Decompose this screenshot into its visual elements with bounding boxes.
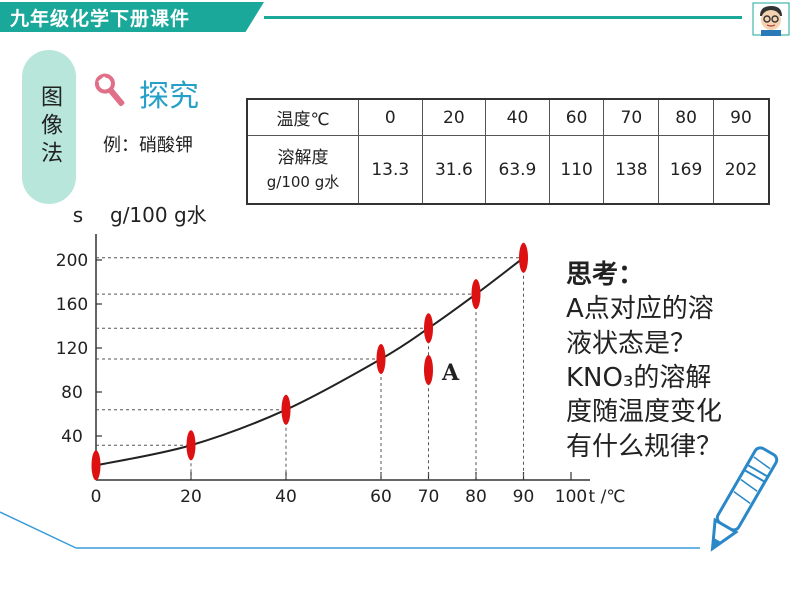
- think-box: 思考： A点对应的溶 液状态是？ KNO₃的溶解 度随温度变化 有什么规律？: [566, 258, 722, 464]
- pencil-icon: [710, 446, 779, 552]
- table-cell: 110: [548, 135, 605, 205]
- data-point: [424, 313, 433, 344]
- table-cell: 90: [712, 98, 770, 137]
- think-question-b-line2: 度随温度变化: [566, 397, 723, 428]
- example-label: 例：硝酸钾: [103, 135, 193, 156]
- method-label: 图像法: [37, 85, 62, 169]
- table-cell: 169: [658, 135, 714, 205]
- solubility-table: 温度℃ 0 20 40 60 70 80 90 溶解度 g/100 g水 13.…: [246, 98, 770, 205]
- row-header-temperature: 温度℃: [246, 98, 359, 137]
- wrench-icon: [94, 73, 125, 107]
- solubility-label: 溶解度: [277, 147, 329, 168]
- row-header-solubility: 溶解度 g/100 g水: [246, 135, 359, 205]
- table-cell: 40: [485, 98, 550, 137]
- table-cell: 31.6: [421, 135, 487, 205]
- think-title: 思考：: [566, 260, 645, 290]
- y-axis-symbol: s: [73, 203, 83, 227]
- y-tick-label: 120: [56, 339, 88, 359]
- think-question-b-line3: 有什么规律？: [566, 431, 723, 462]
- course-title: 九年级化学下册课件: [10, 8, 191, 30]
- data-point: [91, 450, 101, 481]
- think-question-b-line1: KNO₃的溶解: [566, 362, 712, 393]
- table-cell: 138: [603, 135, 660, 205]
- think-question-a-line1: A点对应的溶: [566, 294, 714, 325]
- x-axis-label: t /℃: [589, 487, 626, 507]
- table-cell: 202: [712, 135, 770, 205]
- x-tick-label: 60: [370, 487, 392, 507]
- table-cell: 13.3: [358, 135, 423, 205]
- y-tick-label: 160: [56, 295, 88, 315]
- x-tick-label: 0: [91, 487, 102, 507]
- data-point: [186, 430, 196, 461]
- table-cell: 63.9: [485, 135, 550, 205]
- y-tick-label: 40: [61, 427, 83, 447]
- header-bar: 九年级化学下册课件: [0, 0, 794, 36]
- solubility-unit: g/100 g水: [266, 172, 340, 191]
- y-tick-label: 200: [56, 251, 88, 271]
- title-banner: [0, 2, 264, 32]
- think-question-a-line2: 液状态是？: [566, 328, 697, 359]
- data-point: [471, 279, 481, 310]
- x-tick-label: 90: [513, 487, 535, 507]
- x-tick-label: 80: [465, 487, 487, 507]
- y-tick-label: 80: [61, 383, 83, 403]
- header-divider: [264, 16, 742, 19]
- table-cell: 70: [603, 98, 660, 137]
- teacher-avatar-icon: [752, 2, 790, 36]
- data-point: [376, 344, 386, 374]
- y-axis-unit: g/100 g水: [110, 203, 207, 227]
- decor-line: [0, 511, 77, 549]
- data-point: [281, 394, 291, 425]
- method-label-pill: 图像法: [22, 50, 76, 204]
- table-cell: 80: [658, 98, 714, 137]
- point-a-label: A: [441, 360, 460, 386]
- point-a-marker: [424, 355, 433, 385]
- x-tick-label: 70: [418, 487, 440, 507]
- x-tick-label: 20: [180, 487, 202, 507]
- table-cell: 20: [421, 98, 487, 137]
- table-cell: 0: [358, 98, 423, 137]
- table-row-solubility: 溶解度 g/100 g水 13.3 31.6 63.9 110 138 169 …: [246, 135, 770, 205]
- data-point: [519, 242, 528, 273]
- explore-heading: 探究: [139, 79, 199, 114]
- x-tick-label: 100: [555, 487, 587, 507]
- table-cell: 60: [548, 98, 605, 137]
- x-tick-label: 40: [275, 487, 297, 507]
- table-row-temperature: 温度℃ 0 20 40 60 70 80 90: [246, 98, 770, 137]
